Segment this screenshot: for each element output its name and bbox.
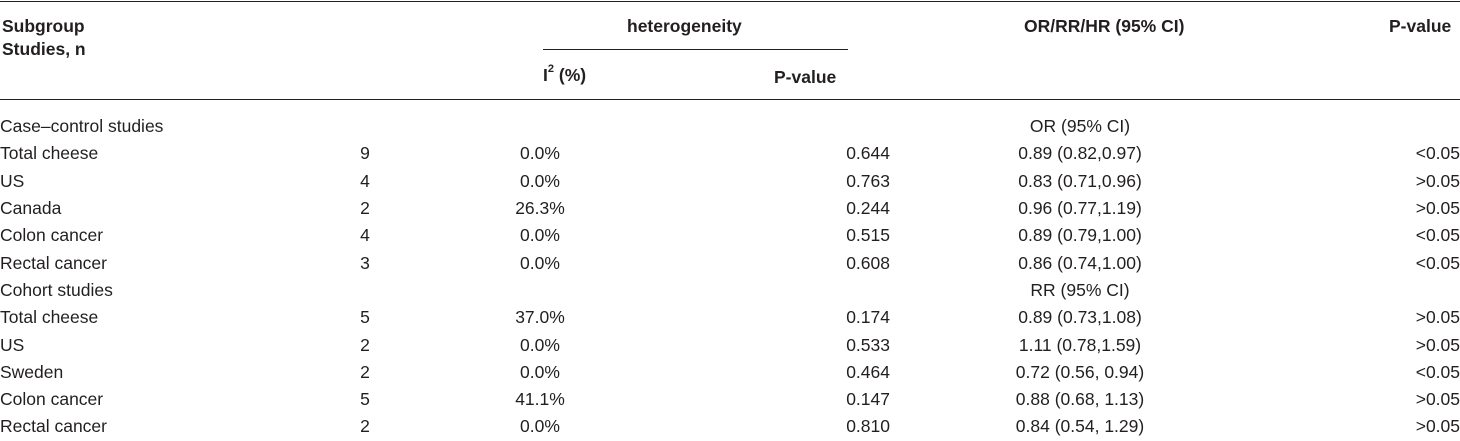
- cell-i2: 0.0%: [520, 361, 560, 382]
- cell-pvalue: <0.05: [1415, 225, 1460, 246]
- cell-effect: 0.86 (0.74,1.00): [1018, 252, 1142, 273]
- cell-subgroup: Rectal cancer: [0, 416, 107, 437]
- table-row: Total cheese 5 37.0% 0.174 0.89 (0.73,1.08) >…: [0, 304, 1460, 331]
- cell-pvalue: <0.05: [1415, 252, 1460, 273]
- cell-het-pvalue: 0.608: [846, 252, 890, 273]
- cell-het-pvalue: 0.533: [846, 334, 890, 355]
- cell-effect: 0.83 (0.71,0.96): [1018, 170, 1142, 191]
- header-het-pvalue: P-value: [774, 67, 837, 87]
- cell-studies-n: [320, 277, 410, 304]
- cell-pvalue: >0.05: [1415, 170, 1460, 191]
- cell-i2: 0.0%: [520, 334, 560, 355]
- table-row: Canada 2 26.3% 0.244 0.96 (0.77,1.19) >0.05: [0, 195, 1460, 222]
- cell-subgroup: Colon cancer: [0, 389, 104, 410]
- table-row: US 4 0.0% 0.763 0.83 (0.71,0.96) >0.05: [0, 168, 1460, 195]
- cell-effect: 0.89 (0.73,1.08): [1018, 307, 1142, 328]
- cell-effect: 0.84 (0.54, 1.29): [1015, 416, 1145, 437]
- cell-i2: 41.1%: [515, 389, 565, 410]
- cell-subgroup: US: [0, 334, 25, 355]
- cell-het-pvalue: 0.763: [846, 170, 890, 191]
- cell-effect: 0.72 (0.56, 0.94): [1015, 361, 1145, 382]
- cell-subgroup: Total cheese: [0, 143, 99, 164]
- cell-studies-n: [320, 113, 410, 140]
- cell-studies-n: 3: [360, 252, 370, 273]
- cell-subgroup: US: [0, 170, 25, 191]
- cell-studies-n: 2: [360, 361, 370, 382]
- cell-studies-n: 2: [360, 416, 370, 437]
- header-effect: OR/RR/HR (95% CI): [1024, 16, 1185, 36]
- cell-studies-n: 4: [360, 170, 370, 191]
- cell-i2: 0.0%: [520, 252, 560, 273]
- cell-studies-n: 4: [360, 225, 370, 246]
- cell-pvalue: >0.05: [1415, 416, 1460, 437]
- cell-i2: [410, 277, 670, 304]
- header-subgroup: Subgroup: [2, 16, 85, 36]
- cell-i2: 0.0%: [520, 416, 560, 437]
- cell-pvalue: >0.05: [1415, 307, 1460, 328]
- cell-subgroup: Colon cancer: [0, 225, 104, 246]
- cell-studies-n: 9: [360, 143, 370, 164]
- cell-het-pvalue: 0.174: [846, 307, 890, 328]
- header-i2-base: I: [543, 65, 548, 85]
- cell-het-pvalue: 0.464: [846, 361, 890, 382]
- cell-het-pvalue: 0.515: [846, 225, 890, 246]
- cell-i2: 0.0%: [520, 170, 560, 191]
- cell-i2: 0.0%: [520, 225, 560, 246]
- header-i2-sup: 2: [547, 63, 554, 75]
- table-row: Rectal cancer 3 0.0% 0.608 0.86 (0.74,1.00) <…: [0, 249, 1460, 276]
- cell-i2: [410, 113, 670, 140]
- cell-studies-n: 2: [360, 334, 370, 355]
- cell-studies-n: 5: [360, 307, 370, 328]
- cell-pvalue: <0.05: [1415, 361, 1460, 382]
- cell-pvalue: >0.05: [1415, 389, 1460, 410]
- table-row: US 2 0.0% 0.533 1.11 (0.78,1.59) >0.05: [0, 331, 1460, 358]
- table-row: Rectal cancer 2 0.0% 0.810 0.84 (0.54, 1.29)…: [0, 413, 1460, 440]
- header-bottom-rule: [0, 99, 1460, 100]
- table-row: Cohort studies RR (95% CI): [0, 277, 1460, 304]
- table-row: Total cheese 9 0.0% 0.644 0.89 (0.82,0.97) <0…: [0, 140, 1460, 167]
- cell-pvalue: <0.05: [1415, 143, 1460, 164]
- cell-pvalue: [1270, 277, 1460, 304]
- cell-effect: RR (95% CI): [1030, 279, 1130, 300]
- table-row: Sweden 2 0.0% 0.464 0.72 (0.56, 0.94) <0.05: [0, 359, 1460, 386]
- cell-i2: 26.3%: [515, 198, 565, 219]
- cell-pvalue: >0.05: [1415, 198, 1460, 219]
- header-heterogeneity: heterogeneity: [627, 16, 742, 36]
- cell-het-pvalue: 0.147: [846, 389, 890, 410]
- cell-effect: OR (95% CI): [1029, 116, 1131, 137]
- cell-pvalue: [1270, 113, 1460, 140]
- cell-subgroup: Canada: [0, 198, 62, 219]
- cell-subgroup: Case–control studies: [0, 116, 164, 137]
- cell-effect: 1.11 (0.78,1.59): [1018, 334, 1142, 355]
- header-i2-suffix: (%): [554, 65, 587, 85]
- cell-subgroup: Cohort studies: [0, 279, 113, 300]
- cell-i2: 0.0%: [520, 143, 560, 164]
- cell-effect: 0.88 (0.68, 1.13): [1015, 389, 1145, 410]
- cell-subgroup: Sweden: [0, 361, 64, 382]
- cell-studies-n: 5: [360, 389, 370, 410]
- cell-subgroup: Total cheese: [0, 307, 99, 328]
- cell-effect: 0.89 (0.79,1.00): [1018, 225, 1142, 246]
- cell-pvalue: >0.05: [1415, 334, 1460, 355]
- cell-het-pvalue: 0.644: [846, 143, 890, 164]
- cell-het-pvalue: 0.810: [846, 416, 890, 437]
- header-i2: I2 (%): [543, 63, 587, 86]
- table-row: Case–control studies OR (95% CI): [0, 113, 1460, 140]
- results-table-body: Case–control studies OR (95% CI) Total che…: [0, 113, 1460, 441]
- cell-het-pvalue: 0.244: [846, 198, 890, 219]
- table-top-rule: [0, 1, 1460, 2]
- cell-het-pvalue: [670, 277, 890, 304]
- heterogeneity-subrule: [543, 49, 848, 50]
- cell-i2: 37.0%: [515, 307, 565, 328]
- results-table: Case–control studies OR (95% CI) Total che…: [0, 113, 1460, 441]
- header-studies-n: Studies, n: [2, 39, 86, 59]
- table-row: Colon cancer 4 0.0% 0.515 0.89 (0.79,1.00) <0…: [0, 222, 1460, 249]
- cell-studies-n: 2: [360, 198, 370, 219]
- cell-het-pvalue: [670, 113, 890, 140]
- cell-effect: 0.89 (0.82,0.97): [1018, 143, 1142, 164]
- header-pvalue: P-value: [1389, 16, 1452, 36]
- table-row: Colon cancer 5 41.1% 0.147 0.88 (0.68, 1.13)…: [0, 386, 1460, 413]
- cell-effect: 0.96 (0.77,1.19): [1018, 198, 1142, 219]
- cell-subgroup: Rectal cancer: [0, 252, 107, 273]
